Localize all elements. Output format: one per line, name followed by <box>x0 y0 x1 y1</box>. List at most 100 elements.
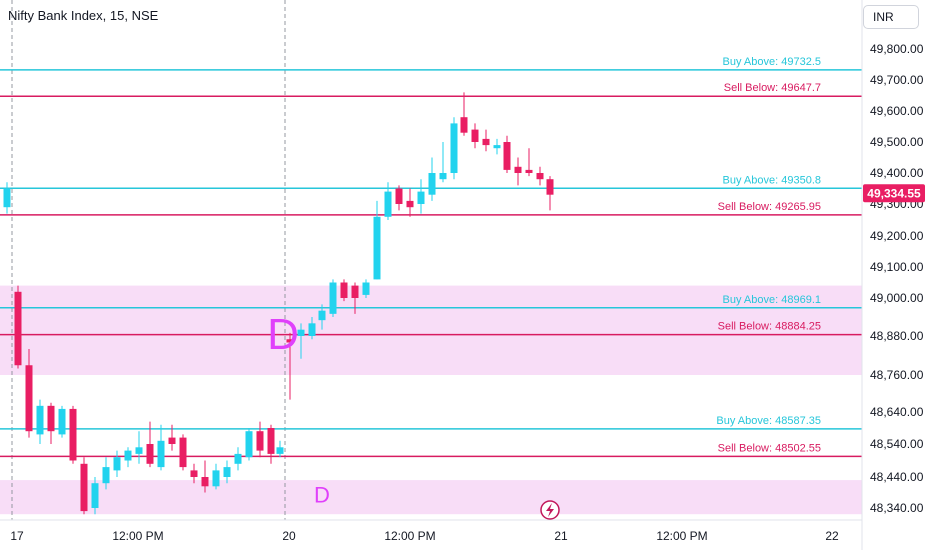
candle-25 <box>267 424 275 464</box>
level-label-1: Buy Above: 49732.5 <box>723 56 821 68</box>
candle-body-33 <box>351 285 359 298</box>
candle-3 <box>25 349 33 438</box>
candle-body-48 <box>514 166 522 173</box>
candle-30 <box>318 304 326 330</box>
candle-51 <box>546 176 554 211</box>
y-tick-label-11: 48,760.00 <box>870 368 924 382</box>
candle-body-32 <box>340 282 348 298</box>
candle-16 <box>168 424 176 451</box>
demand-zone-1 <box>0 285 862 375</box>
y-tick-label-14: 48,440.00 <box>870 470 924 484</box>
y-tick-label-7: 49,200.00 <box>870 229 924 243</box>
candle-body-30 <box>318 310 326 321</box>
candle-43 <box>460 92 468 136</box>
candle-40 <box>428 157 436 201</box>
candle-22 <box>234 447 242 471</box>
candle-body-1 <box>3 188 11 208</box>
candle-body-16 <box>168 437 176 444</box>
candle-5 <box>47 402 55 444</box>
candle-body-20 <box>212 470 220 487</box>
y-tick-label-1: 49,800.00 <box>870 42 924 56</box>
x-tick-label-1: 17 <box>10 529 24 543</box>
candle-body-50 <box>536 173 544 180</box>
y-tick-label-13: 48,540.00 <box>870 437 924 451</box>
candle-9 <box>91 477 99 515</box>
candle-body-2 <box>14 291 22 366</box>
session-separators <box>11 0 286 520</box>
candle-body-31 <box>329 282 337 314</box>
currency-selector[interactable]: INR <box>863 5 919 29</box>
candle-12 <box>124 447 132 468</box>
last-price-label: 49,334.55 <box>867 186 921 200</box>
candle-32 <box>340 279 348 302</box>
level-label-7: Buy Above: 48587.35 <box>716 415 821 427</box>
level-label-3: Buy Above: 49350.8 <box>723 174 821 186</box>
candle-17 <box>179 434 187 471</box>
candle-31 <box>329 279 337 317</box>
level-label-2: Sell Below: 49647.7 <box>724 82 821 94</box>
y-tick-label-8: 49,100.00 <box>870 260 924 274</box>
candle-body-15 <box>157 440 165 468</box>
candle-body-22 <box>234 453 242 464</box>
y-tick-label-3: 49,600.00 <box>870 104 924 118</box>
lightning-icon[interactable] <box>540 500 560 520</box>
level-label-8: Sell Below: 48502.55 <box>718 442 821 454</box>
time-axis[interactable]: 17 12:00 PM 20 12:00 PM 21 12:00 PM 22 <box>0 519 862 543</box>
candle-49 <box>525 148 533 177</box>
candle-body-37 <box>395 188 403 204</box>
candle-37 <box>395 185 403 211</box>
candle-50 <box>536 166 544 186</box>
candle-26 <box>276 440 284 458</box>
candle-35 <box>373 200 381 280</box>
candle-36 <box>384 182 392 220</box>
candle-body-21 <box>223 467 231 477</box>
zone-marker-1: D <box>267 310 299 359</box>
zone-markers: DD <box>267 310 330 508</box>
candle-body-35 <box>373 216 381 280</box>
y-tick-label-12: 48,640.00 <box>870 405 924 419</box>
lightning-icon-bolt <box>546 503 554 517</box>
y-tick-label-5: 49,400.00 <box>870 166 924 180</box>
candle-34 <box>362 279 370 298</box>
candle-38 <box>406 188 414 217</box>
candle-body-44 <box>471 129 479 142</box>
candles <box>3 92 554 515</box>
candle-1 <box>3 182 11 214</box>
last-price-tag-bg <box>863 184 925 203</box>
level-label-4: Sell Below: 49265.95 <box>718 201 821 213</box>
candle-47 <box>503 135 511 173</box>
candle-body-34 <box>362 282 370 295</box>
candle-body-49 <box>525 169 533 173</box>
candle-23 <box>245 428 253 461</box>
y-tick-label-10: 48,880.00 <box>870 329 924 343</box>
y-tick-label-4: 49,500.00 <box>870 135 924 149</box>
candle-4 <box>36 399 44 444</box>
candle-13 <box>135 431 143 464</box>
candle-body-38 <box>406 200 414 208</box>
x-tick-label-5: 21 <box>554 529 568 543</box>
candle-28 <box>297 323 305 359</box>
zone-marker-2: D <box>314 483 330 508</box>
candle-body-7 <box>69 408 77 461</box>
candle-39 <box>417 179 425 214</box>
candle-body-5 <box>47 405 55 432</box>
candle-body-42 <box>450 123 458 173</box>
candle-body-36 <box>384 191 392 217</box>
x-tick-label-2: 12:00 PM <box>112 529 163 543</box>
candle-body-29 <box>308 323 316 336</box>
price-axis[interactable]: 49,800.00 49,700.00 49,600.00 49,500.00 49,4… <box>861 0 925 550</box>
chart-title: Nifty Bank Index, 15, NSE <box>8 8 159 23</box>
candle-body-12 <box>124 450 132 461</box>
candle-body-18 <box>190 470 198 477</box>
candle-7 <box>69 405 77 464</box>
level-label-5: Buy Above: 48969.1 <box>723 294 821 306</box>
candle-body-3 <box>25 365 33 432</box>
candle-body-10 <box>102 467 110 484</box>
candle-body-17 <box>179 437 187 468</box>
x-tick-label-7: 22 <box>825 529 839 543</box>
candle-body-4 <box>36 405 44 435</box>
candle-46 <box>493 138 501 155</box>
candle-11 <box>113 450 121 477</box>
